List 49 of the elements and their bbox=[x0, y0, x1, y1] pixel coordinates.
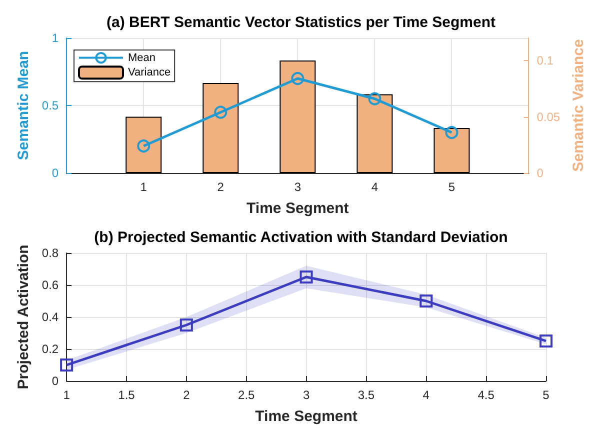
y-tick-label: 0 bbox=[52, 374, 59, 388]
x-tick-label: 1 bbox=[140, 180, 148, 194]
x-axis-title: Time Segment bbox=[246, 200, 349, 217]
y-tick-label: 0.6 bbox=[42, 278, 59, 292]
y-axis-title: Projected Activation bbox=[15, 244, 32, 390]
x-tick-label: 1 bbox=[63, 388, 70, 402]
x-tick-label: 3 bbox=[302, 388, 310, 402]
x-tick-label: 4.5 bbox=[478, 388, 495, 402]
x-tick-label: 3 bbox=[294, 180, 302, 194]
y-tick-label: 0.2 bbox=[42, 342, 59, 356]
y2-tick-label: 0.1 bbox=[536, 54, 554, 68]
point bbox=[137, 140, 150, 152]
y2-axis-title: Semantic Variance bbox=[570, 39, 587, 172]
y-axis-title: Semantic Mean bbox=[15, 50, 32, 160]
x-tick-label: 2.5 bbox=[238, 388, 256, 402]
x-tick-label: 5 bbox=[542, 388, 550, 402]
y-tick-label: 0.4 bbox=[42, 310, 59, 324]
y-tick-label: 0 bbox=[52, 166, 59, 180]
point bbox=[291, 72, 304, 85]
point bbox=[420, 294, 433, 308]
point bbox=[368, 92, 382, 106]
x-tick-label: 1.5 bbox=[118, 388, 136, 402]
point bbox=[214, 106, 228, 119]
x-axis-title: Time Segment bbox=[255, 408, 358, 425]
x-tick-label: 5 bbox=[448, 180, 456, 194]
x-tick-label: 4 bbox=[422, 388, 430, 402]
bar bbox=[202, 83, 239, 173]
point bbox=[60, 358, 74, 372]
y-tick-label: 1 bbox=[52, 31, 59, 45]
x-tick-label: 2 bbox=[183, 388, 190, 402]
y-tick-label: 0.8 bbox=[42, 246, 59, 260]
x-tick-label: 3.5 bbox=[358, 388, 375, 402]
point bbox=[180, 318, 193, 332]
y2-tick-label: 0 bbox=[536, 166, 544, 180]
y-tick-label: 0.5 bbox=[42, 98, 59, 112]
bar bbox=[126, 116, 162, 173]
legend-label: Variance bbox=[128, 66, 171, 79]
bar bbox=[356, 94, 393, 173]
y2-tick-label: 0.05 bbox=[536, 110, 560, 124]
point bbox=[300, 270, 313, 284]
x-tick-label: 4 bbox=[371, 180, 378, 194]
legend-label: Mean bbox=[128, 52, 156, 64]
point bbox=[540, 334, 552, 348]
chart-title: (b) Projected Semantic Activation with Standard Deviation bbox=[94, 229, 508, 246]
point bbox=[445, 126, 458, 139]
bar bbox=[434, 128, 470, 173]
x-tick-label: 2 bbox=[217, 180, 224, 194]
chart-title: (a) BERT Semantic Vector Statistics per Time Segment bbox=[106, 14, 496, 31]
bar bbox=[280, 60, 316, 173]
